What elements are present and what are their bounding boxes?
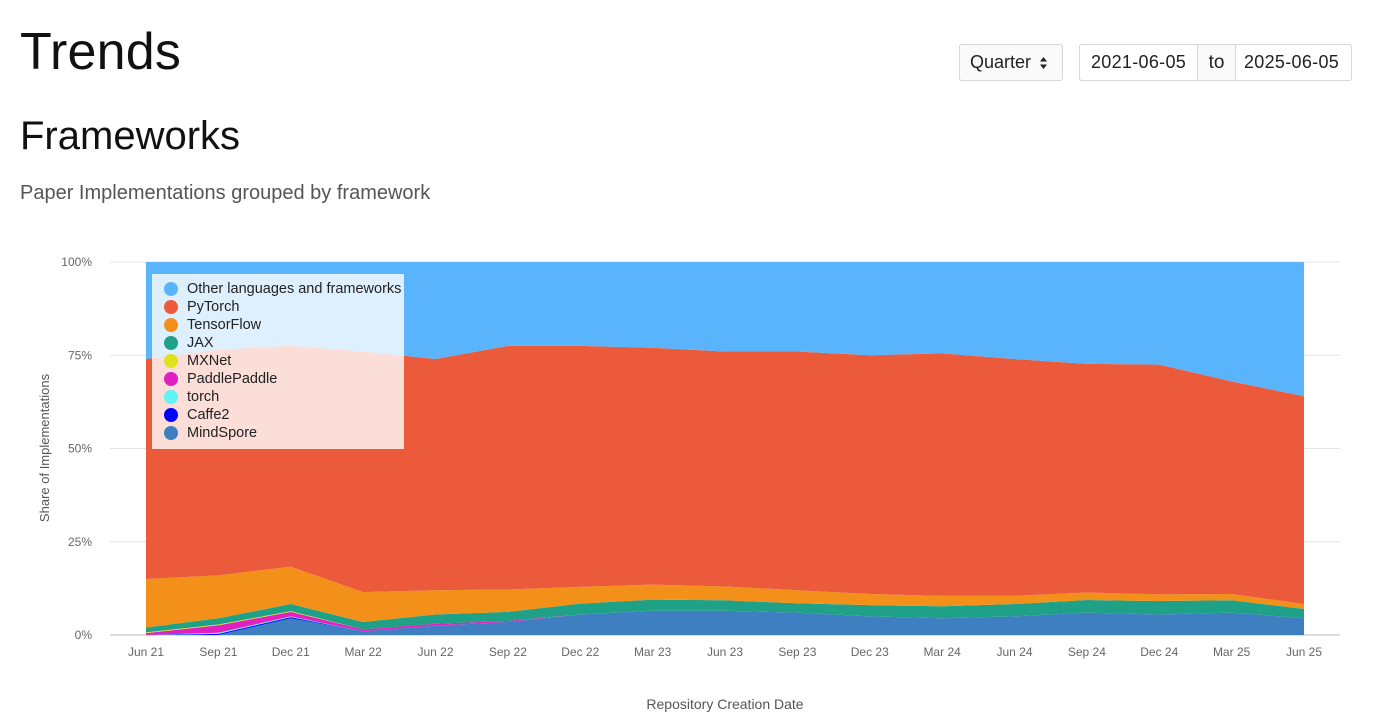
- x-axis-label: Repository Creation Date: [646, 696, 803, 712]
- end-date-input[interactable]: 2025-06-05: [1244, 52, 1340, 72]
- legend-label: PaddlePaddle: [187, 371, 278, 387]
- y-tick-label: 50%: [68, 442, 92, 456]
- chart-legend: Other languages and frameworks PyTorch Ten…: [152, 274, 404, 449]
- x-tick-label: Jun 24: [996, 645, 1032, 659]
- chart-areas: [146, 262, 1304, 635]
- x-tick-label: Dec 24: [1140, 645, 1178, 659]
- legend-swatch: [164, 282, 178, 296]
- legend-swatch: [164, 354, 178, 368]
- legend-swatch: [164, 372, 178, 386]
- x-tick-label: Mar 23: [634, 645, 672, 659]
- x-tick-label: Dec 22: [561, 645, 599, 659]
- y-tick-label: 75%: [68, 348, 92, 362]
- x-tick-label: Sep 23: [778, 645, 816, 659]
- x-tick-label: Jun 21: [128, 645, 164, 659]
- legend-label: JAX: [187, 335, 214, 351]
- period-select-value: Quarter: [970, 52, 1032, 72]
- legend-swatch: [164, 300, 178, 314]
- legend-item-caffe2[interactable]: Caffe2: [152, 406, 404, 424]
- period-select[interactable]: Quarter: [959, 44, 1063, 81]
- legend-label: MXNet: [187, 353, 232, 369]
- legend-item-tensorflow[interactable]: TensorFlow: [152, 316, 404, 334]
- legend-item-other-languages-and-frameworks[interactable]: Other languages and frameworks: [152, 280, 404, 298]
- legend-swatch: [164, 408, 178, 422]
- legend-swatch: [164, 318, 178, 332]
- chart-axes: 0% 25% 50% 75% 100% Jun 21 Sep 21 Dec 21 Mar 22 J…: [61, 255, 1322, 659]
- x-tick-label: Jun 23: [707, 645, 743, 659]
- area-series-other-languages-and-frameworks[interactable]: [146, 262, 1304, 397]
- start-date-input[interactable]: 2021-06-05: [1091, 52, 1187, 72]
- y-axis-label: Share of Implementations: [37, 373, 52, 522]
- y-tick-label: 0%: [75, 628, 93, 642]
- area-series-pytorch[interactable]: [146, 345, 1304, 605]
- section-subtitle: Paper Implementations grouped by framewo…: [20, 182, 431, 204]
- x-tick-label: Sep 21: [199, 645, 237, 659]
- legend-item-jax[interactable]: JAX: [152, 334, 404, 352]
- legend-label: Other languages and frameworks: [187, 281, 402, 297]
- date-range-separator: to: [1197, 45, 1236, 80]
- legend-label: TensorFlow: [187, 317, 262, 333]
- legend-swatch: [164, 336, 178, 350]
- page-title: Trends: [20, 23, 182, 81]
- legend-item-mindspore[interactable]: MindSpore: [152, 424, 404, 442]
- x-tick-label: Dec 23: [851, 645, 889, 659]
- x-tick-label: Jun 22: [417, 645, 453, 659]
- x-tick-label: Jun 25: [1286, 645, 1322, 659]
- legend-item-mxnet[interactable]: MXNet: [152, 352, 404, 370]
- legend-item-pytorch[interactable]: PyTorch: [152, 298, 404, 316]
- legend-label: PyTorch: [187, 299, 240, 315]
- legend-swatch: [164, 426, 178, 440]
- area-series-tensorflow[interactable]: [146, 566, 1304, 628]
- x-tick-label: Sep 22: [489, 645, 527, 659]
- legend-label: torch: [187, 389, 220, 405]
- y-tick-label: 25%: [68, 535, 92, 549]
- legend-item-paddlepaddle[interactable]: PaddlePaddle: [152, 370, 404, 388]
- sort-arrows-icon: [1040, 57, 1047, 69]
- y-tick-label: 100%: [61, 255, 92, 269]
- x-tick-label: Mar 24: [923, 645, 961, 659]
- legend-item-torch[interactable]: torch: [152, 388, 404, 406]
- frameworks-area-chart: 0% 25% 50% 75% 100% Jun 21 Sep 21 Dec 21 Mar 22 J…: [37, 255, 1340, 712]
- x-tick-label: Sep 24: [1068, 645, 1106, 659]
- date-range-group: 2021-06-05 to 2025-06-05: [1079, 44, 1352, 81]
- x-tick-label: Mar 22: [344, 645, 382, 659]
- section-title: Frameworks: [20, 114, 241, 158]
- legend-label: Caffe2: [187, 407, 230, 423]
- area-series-mindspore[interactable]: [146, 610, 1304, 635]
- legend-label: MindSpore: [187, 425, 258, 441]
- legend-swatch: [164, 390, 178, 404]
- area-series-jax[interactable]: [146, 599, 1304, 633]
- x-tick-label: Mar 25: [1213, 645, 1251, 659]
- x-tick-label: Dec 21: [272, 645, 310, 659]
